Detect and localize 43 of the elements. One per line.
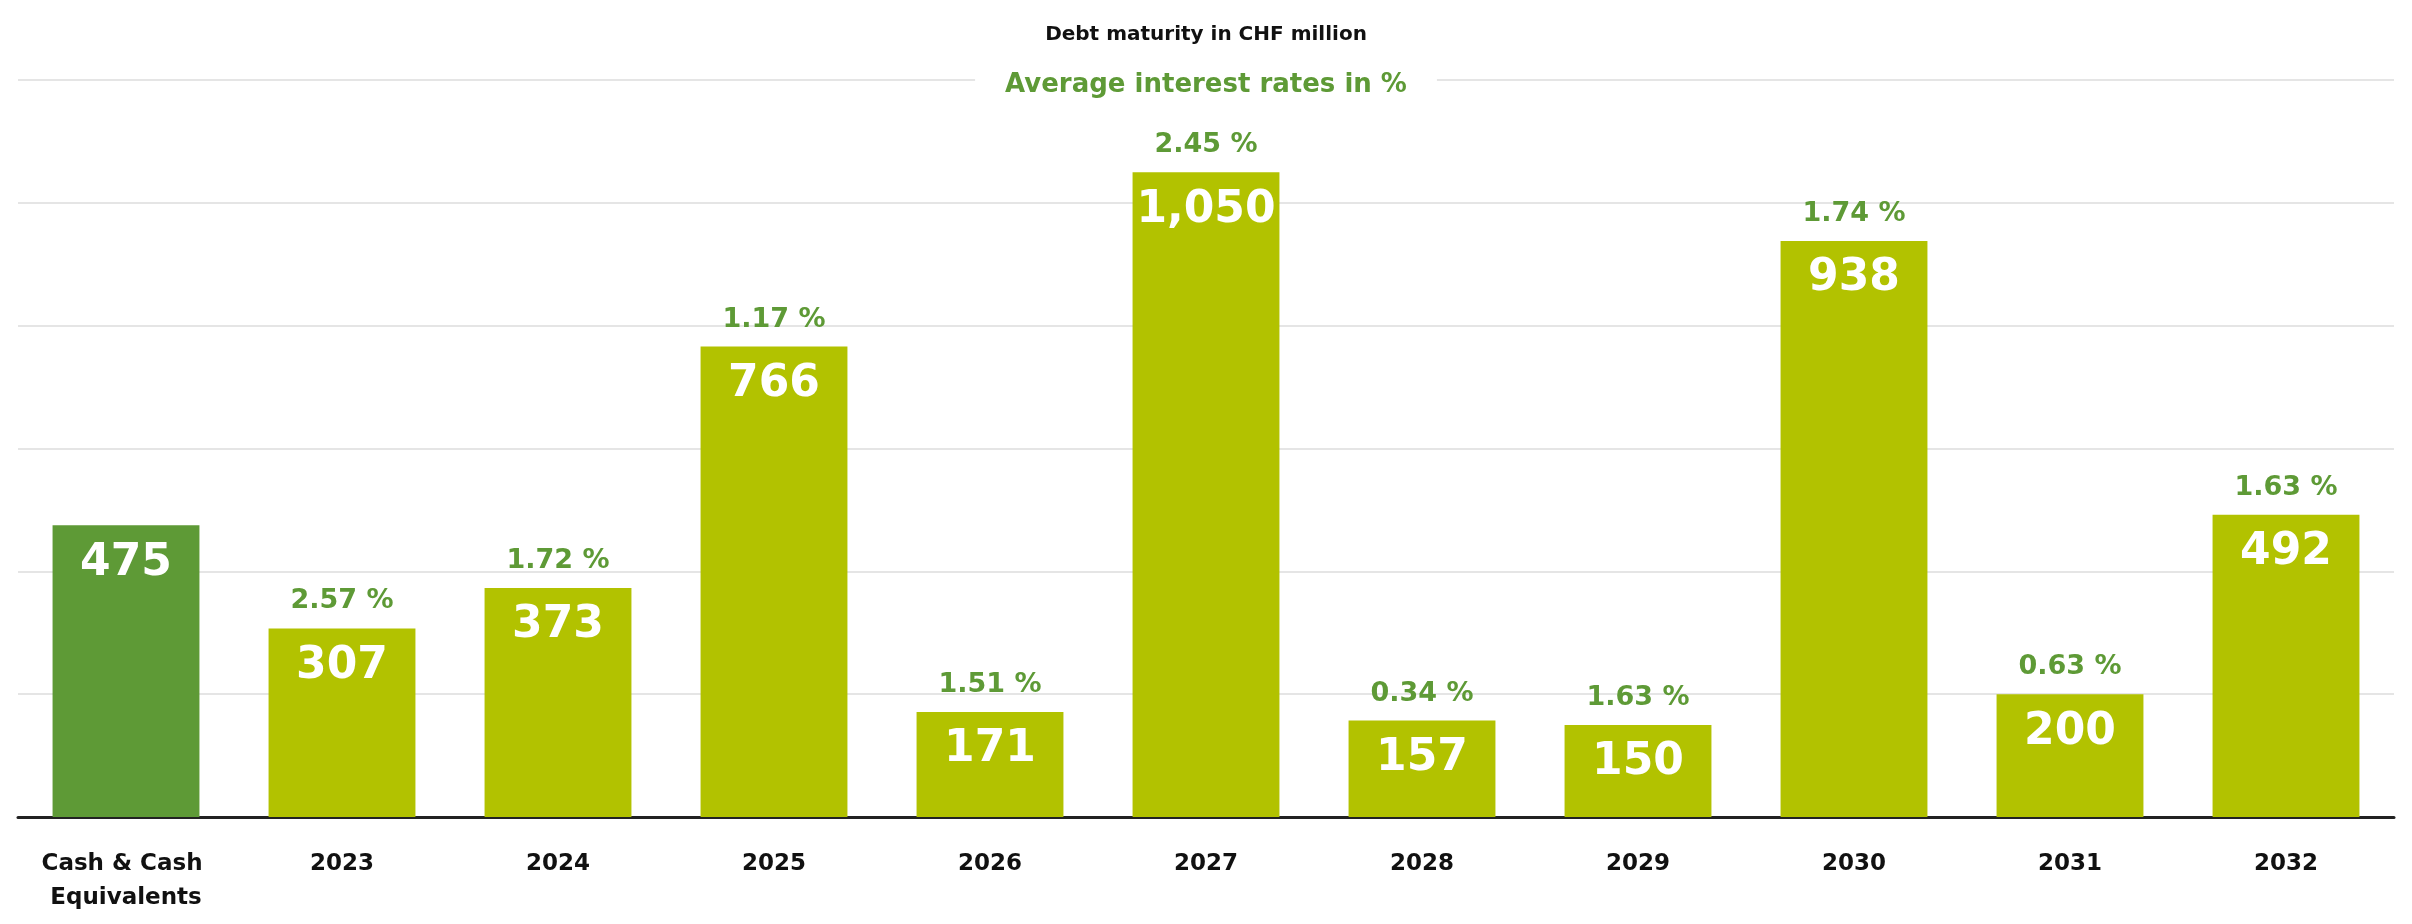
annotation: 1.17 % bbox=[722, 301, 826, 333]
chart-title: Debt maturity in CHF million bbox=[1045, 21, 1367, 45]
x-tick-label: Cash & Cash Equivalents bbox=[41, 849, 211, 909]
data-label: 171 bbox=[944, 720, 1036, 772]
annotation: 0.34 % bbox=[1370, 675, 1474, 707]
bar bbox=[268, 628, 416, 817]
x-tick-label: 2029 bbox=[1605, 849, 1671, 875]
bar bbox=[916, 711, 1064, 817]
data-label: 475 bbox=[80, 533, 172, 585]
annotation: 1.63 % bbox=[1586, 679, 1690, 711]
data-label: 157 bbox=[1376, 729, 1468, 781]
bar bbox=[1132, 172, 1280, 817]
annotation: 1.51 % bbox=[938, 666, 1042, 698]
x-tick-label: 2026 bbox=[957, 849, 1023, 875]
x-tick-label: 2030 bbox=[1821, 849, 1887, 875]
bar bbox=[1780, 240, 1928, 817]
x-tick-label: 2028 bbox=[1389, 849, 1455, 875]
bar bbox=[484, 587, 632, 817]
x-tick-label: 2025 bbox=[741, 849, 807, 875]
x-tick-label: 2032 bbox=[2253, 849, 2319, 875]
x-tick-label: 2031 bbox=[2037, 849, 2103, 875]
bar bbox=[700, 346, 848, 817]
data-label: 200 bbox=[2024, 702, 2116, 754]
data-label: 766 bbox=[728, 355, 820, 407]
bar bbox=[1996, 694, 2144, 817]
data-label: 150 bbox=[1592, 733, 1684, 785]
chart-subtitle: Average interest rates in % bbox=[1005, 68, 1407, 98]
annotation: 2.57 % bbox=[290, 583, 394, 615]
data-label: 1,050 bbox=[1136, 180, 1276, 232]
data-label: 938 bbox=[1808, 249, 1900, 301]
annotation: 1.72 % bbox=[506, 542, 610, 574]
x-tick-label: 2024 bbox=[525, 849, 591, 875]
data-label: 373 bbox=[512, 596, 604, 648]
bar bbox=[2212, 514, 2360, 817]
x-tick-label: 2023 bbox=[309, 849, 375, 875]
data-label: 492 bbox=[2240, 523, 2332, 575]
annotation: 2.45 % bbox=[1154, 127, 1258, 159]
annotation: 0.63 % bbox=[2018, 649, 2122, 681]
annotation: 1.74 % bbox=[1802, 195, 1906, 227]
annotation: 1.63 % bbox=[2234, 469, 2338, 501]
x-tick-label: 2027 bbox=[1173, 849, 1239, 875]
data-label: 307 bbox=[296, 636, 388, 688]
bar bbox=[52, 525, 200, 817]
